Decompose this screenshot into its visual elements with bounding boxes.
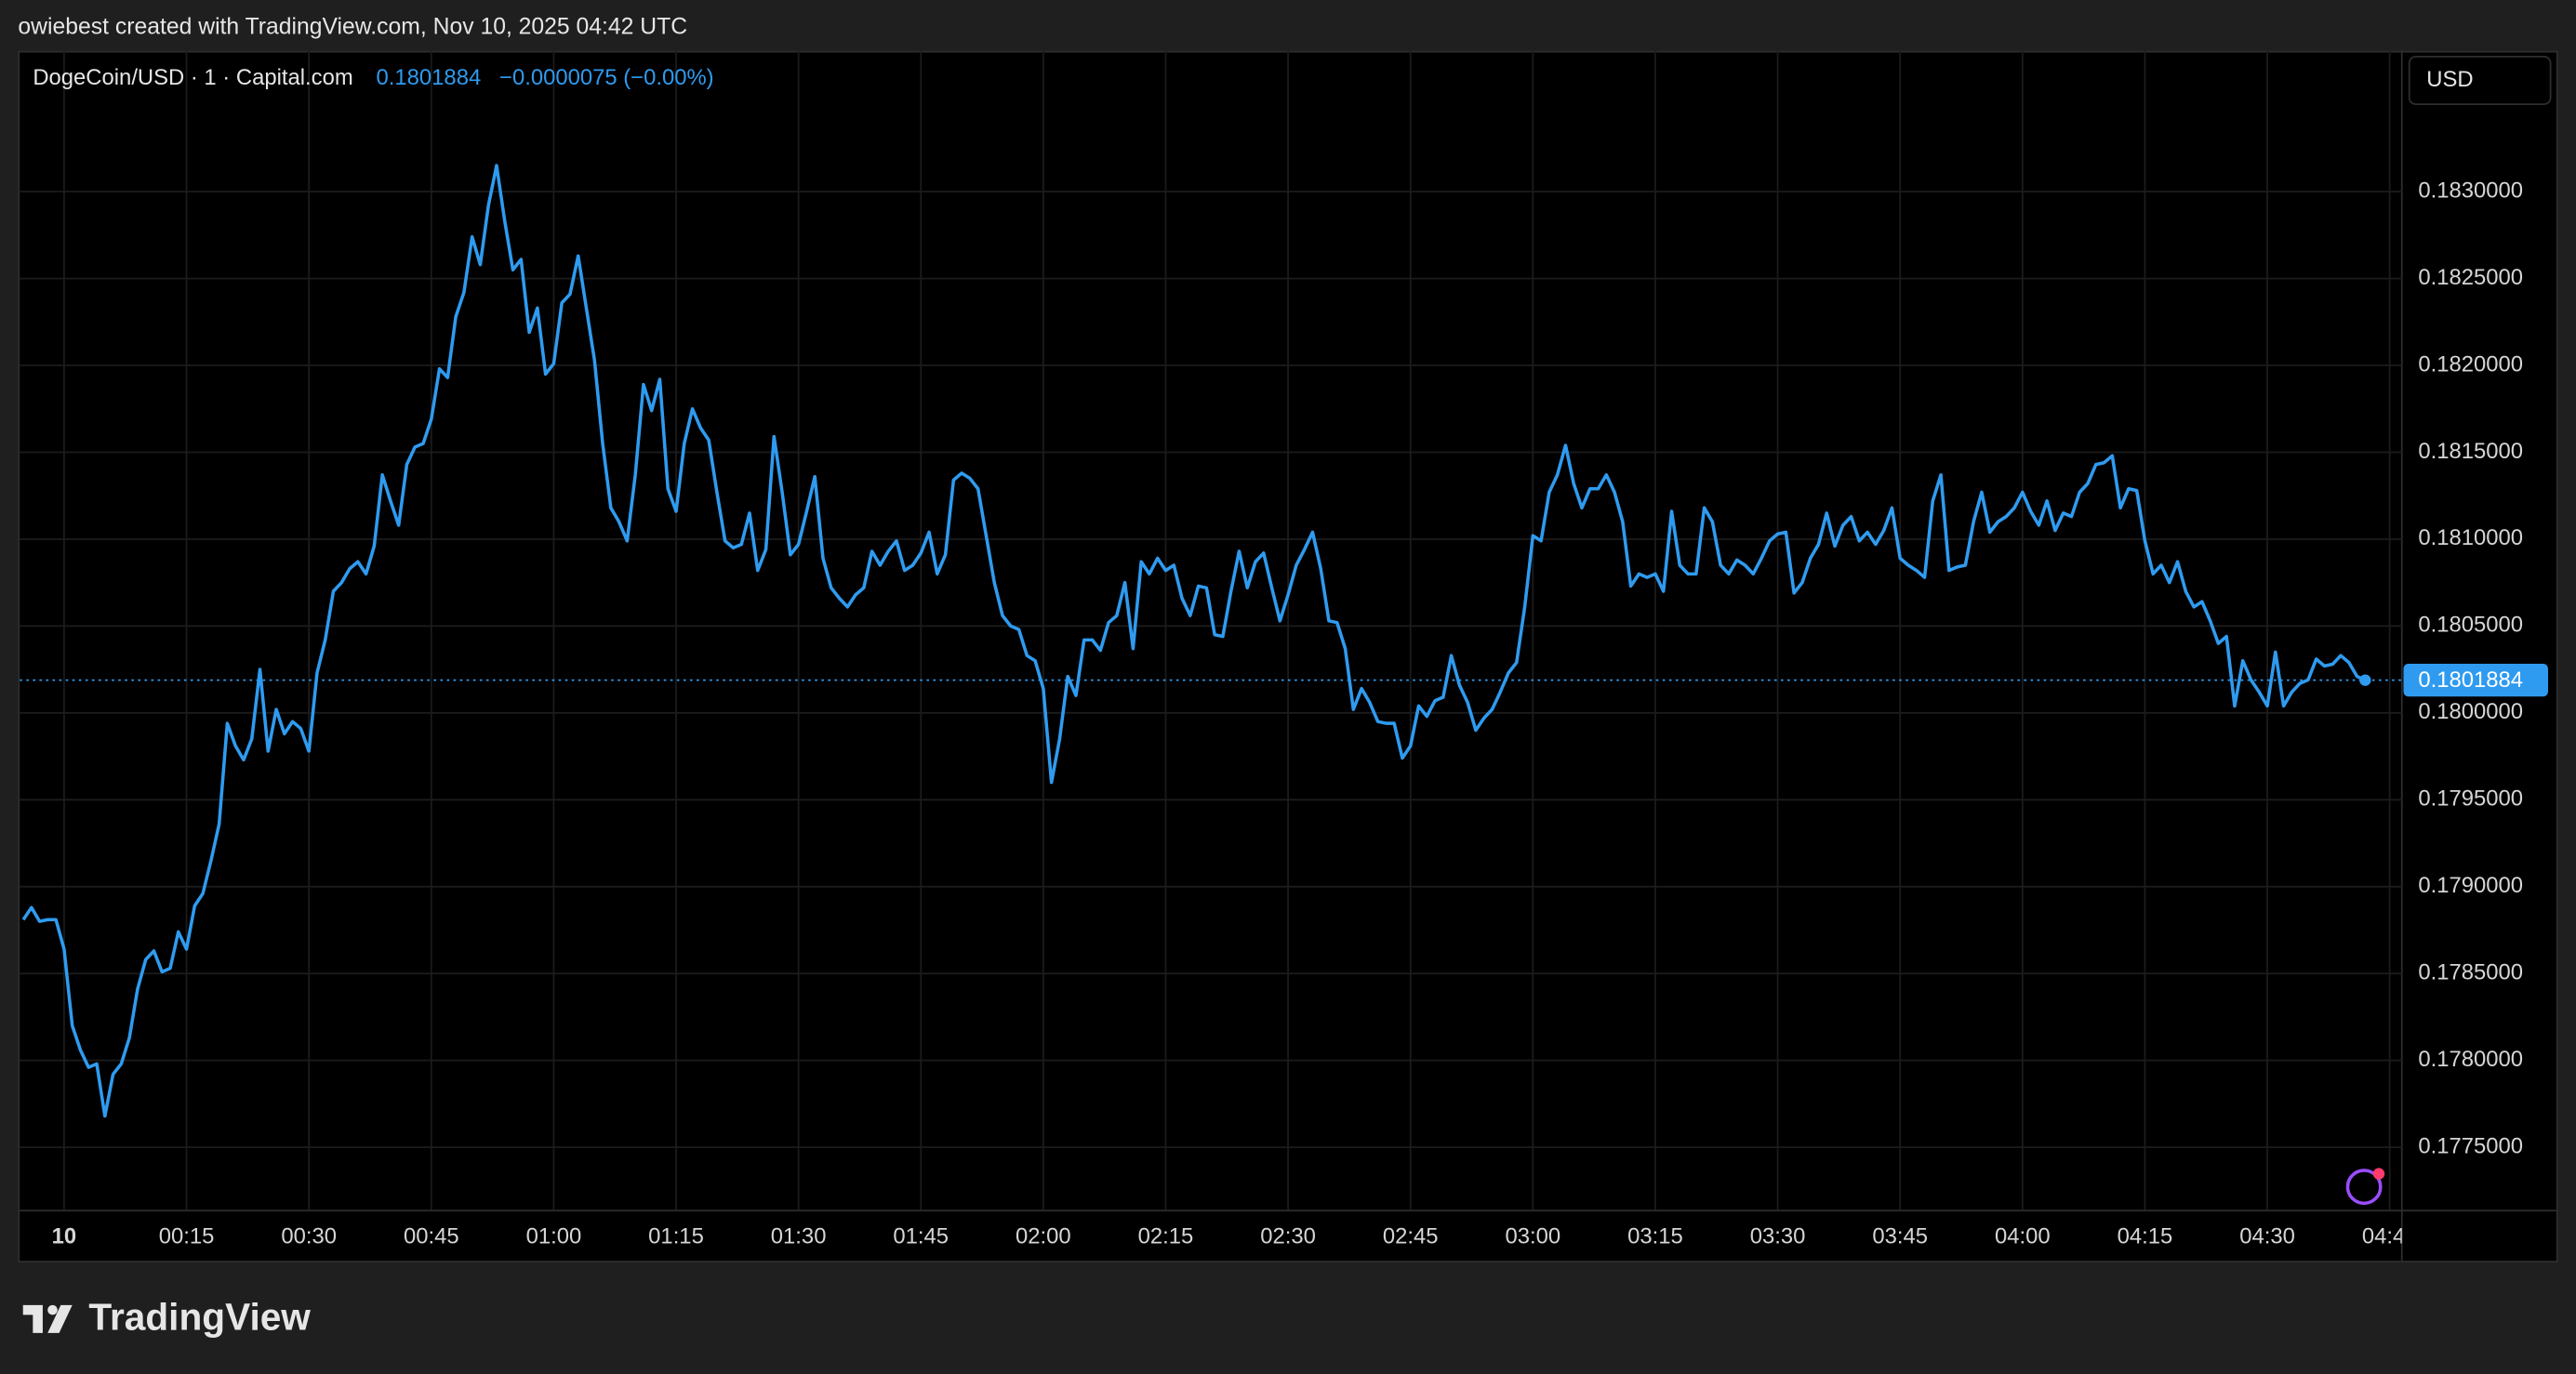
x-tick-label: 02:15 [1138, 1224, 1194, 1249]
x-tick-label: 03:15 [1627, 1224, 1683, 1249]
y-tick-label: 0.1775000 [2418, 1133, 2523, 1158]
y-tick-label: 0.1790000 [2418, 873, 2523, 898]
x-tick-label: 01:15 [648, 1224, 704, 1249]
last-price: 0.1801884 [377, 65, 482, 90]
x-tick-label: 00:45 [404, 1224, 459, 1249]
y-tick-label: 0.1820000 [2418, 351, 2523, 377]
x-tick-label: 01:45 [893, 1224, 949, 1249]
x-tick-label: 02:00 [1016, 1224, 1071, 1249]
x-tick-label: 02:30 [1260, 1224, 1316, 1249]
y-tick-label: 0.1785000 [2418, 960, 2523, 985]
y-axis: 0.1775000 0.1780000 0.1785000 0.1790000 0.17… [2418, 178, 2523, 1158]
y-tick-label: 0.1780000 [2418, 1047, 2523, 1072]
currency-label[interactable]: USD [2426, 67, 2473, 92]
symbol-title: DogeCoin/USD · 1 · Capital.com [33, 65, 352, 90]
currency-button[interactable] [2408, 56, 2552, 106]
x-tick-label: 10 [52, 1224, 77, 1249]
x-tick-label: 03:45 [1872, 1224, 1928, 1249]
x-tick-label: 03:00 [1506, 1224, 1561, 1249]
x-tick-label: 02:45 [1383, 1224, 1439, 1249]
x-tick-label: 03:30 [1750, 1224, 1806, 1249]
brand-logo [22, 1304, 73, 1333]
x-tick-label: 04:15 [2118, 1224, 2173, 1249]
price-line [21, 164, 2367, 1118]
last-point [2359, 674, 2371, 686]
x-tick-label: 01:30 [771, 1224, 827, 1249]
x-tick-label: 04:00 [1995, 1224, 2051, 1249]
x-tick-label: 00:15 [159, 1224, 215, 1249]
y-tick-label: 0.1795000 [2418, 786, 2523, 812]
y-tick-label: 0.1800000 [2418, 699, 2523, 724]
x-tick-label: 00:30 [281, 1224, 337, 1249]
brand-name: TradingView [88, 1295, 311, 1338]
grid [20, 50, 2402, 1210]
price-change: −0.0000075 (−0.00%) [499, 65, 714, 90]
x-tick-label: 04:30 [2239, 1224, 2295, 1249]
assistant-icon[interactable] [2345, 1168, 2385, 1206]
last-price-tag-label: 0.1801884 [2418, 667, 2523, 693]
y-tick-label: 0.1830000 [2418, 178, 2523, 203]
x-tick-label: 01:00 [526, 1224, 582, 1249]
y-tick-label: 0.1815000 [2418, 439, 2523, 464]
x-axis: 10 00:15 00:30 00:45 01:00 01:15 01:30 01:45 02:… [52, 1224, 2418, 1249]
attribution: owiebest created with TradingView.com, N… [18, 15, 687, 40]
y-tick-label: 0.1810000 [2418, 525, 2523, 550]
last-price-tag [2403, 663, 2548, 697]
plot [20, 164, 2402, 1118]
y-tick-label: 0.1825000 [2418, 265, 2523, 290]
x-tick-label: 04:45 [2362, 1224, 2418, 1249]
y-tick-label: 0.1805000 [2418, 613, 2523, 638]
